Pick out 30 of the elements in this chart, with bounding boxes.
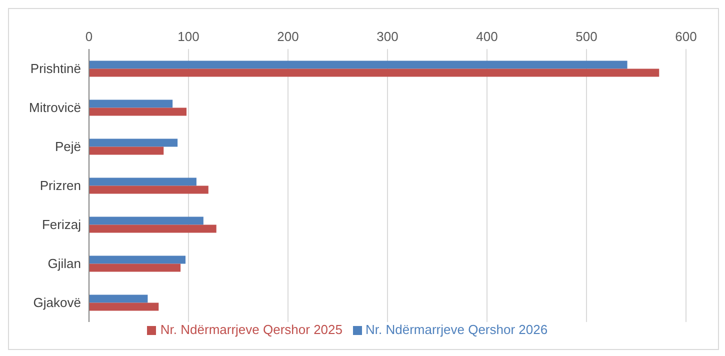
legend-label: Nr. Ndërmarrjeve Qershor 2026 — [366, 322, 548, 337]
y-tick-label: Prizren — [40, 178, 81, 194]
bar — [89, 146, 164, 155]
x-tick-label: 0 — [85, 29, 93, 44]
x-tick-label: 200 — [277, 29, 299, 44]
bar — [89, 216, 204, 225]
x-tick-label: 500 — [576, 29, 598, 44]
bar — [89, 60, 628, 69]
y-tick-label: Ferizaj — [42, 217, 82, 232]
bar — [89, 186, 208, 194]
bar — [89, 224, 216, 233]
bar — [89, 294, 148, 303]
y-tick-label: Gjakovë — [33, 295, 81, 310]
bar — [89, 100, 173, 108]
bar — [89, 302, 159, 311]
x-tick-label: 100 — [178, 29, 200, 44]
y-tick-label: Pejë — [54, 139, 81, 154]
y-tick-label: Prishtinë — [30, 61, 81, 76]
bar — [89, 264, 181, 272]
y-tick-label: Gjilan — [48, 256, 81, 272]
legend-label: Nr. Ndërmarrjeve Qershor 2025 — [160, 322, 342, 337]
bar — [89, 138, 178, 147]
bar — [89, 68, 660, 77]
y-tick-label: Mitrovicë — [28, 100, 81, 116]
bar — [89, 178, 196, 186]
x-tick-label: 300 — [376, 29, 398, 44]
bar — [89, 256, 186, 264]
x-tick-label: 600 — [675, 29, 697, 44]
x-tick-label: 400 — [476, 29, 498, 44]
bar — [89, 108, 187, 116]
